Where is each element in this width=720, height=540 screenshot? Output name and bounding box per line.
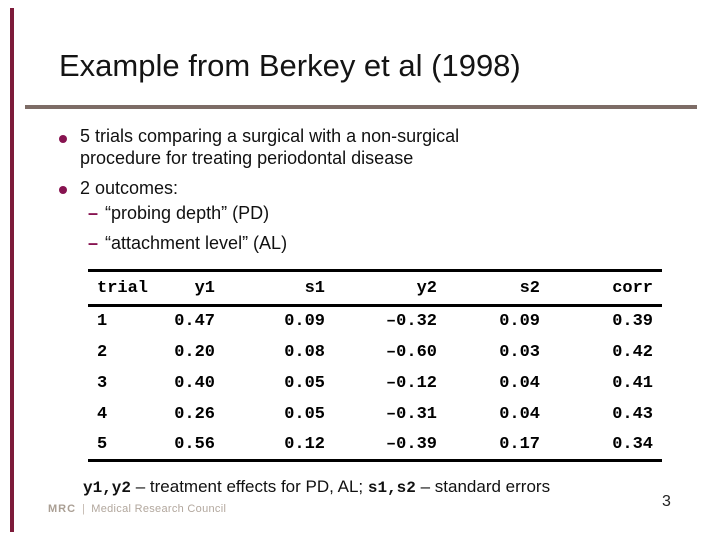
dash-icon: –	[88, 203, 99, 223]
table-cell: 0.09	[499, 312, 540, 332]
table-cell: 0.20	[174, 342, 215, 362]
page-title: Example from Berkey et al (1998)	[59, 48, 521, 83]
accent-bar	[10, 8, 14, 532]
title-rule	[25, 105, 697, 109]
table-cell: 0.39	[612, 312, 653, 332]
footnote: y1,y2 – treatment effects for PD, AL; s1…	[83, 477, 550, 497]
table-cell: 0.17	[499, 434, 540, 454]
table-row: 2 0.20 0.08 –0.60 0.03 0.42	[88, 337, 662, 368]
table-row: 5 0.56 0.12 –0.39 0.17 0.34	[88, 430, 662, 461]
table-cell: 4	[97, 404, 108, 424]
table-cell: 0.12	[284, 434, 325, 454]
bullet-line: procedure for treating periodontal disea…	[80, 148, 414, 168]
table-header-cell: s1	[215, 270, 325, 307]
table-cell: 0.04	[499, 373, 540, 393]
table-header-cell: trial	[88, 270, 168, 307]
page-number: 3	[662, 493, 671, 510]
table-cell: 0.40	[174, 373, 215, 393]
table-cell: 2	[97, 342, 108, 362]
table-header-cell: corr	[540, 270, 662, 307]
table-cell: –0.32	[385, 312, 437, 332]
table-cell: 0.43	[612, 404, 653, 424]
bullet-line: 2 outcomes:	[80, 178, 179, 198]
bullet-icon	[59, 186, 67, 194]
footnote-text: – treatment effects for PD, AL;	[131, 477, 368, 496]
bullet-item-trials: 5 trials comparing a surgical with a non…	[80, 125, 459, 169]
bullet-item-outcomes: 2 outcomes:	[80, 177, 178, 199]
mrc-logo-mark: MRC	[48, 503, 77, 515]
table-cell: 0.56	[174, 434, 215, 454]
dash-icon: –	[88, 233, 99, 253]
table-cell: –0.60	[385, 342, 437, 362]
table-cell: 0.05	[284, 404, 325, 424]
sub-bullet-probing-depth: – “probing depth” (PD)	[88, 203, 269, 224]
table-cell: 0.26	[174, 404, 215, 424]
table-cell: 0.04	[499, 404, 540, 424]
bullet-icon	[59, 135, 67, 143]
table-cell: 0.09	[284, 312, 325, 332]
footnote-symbol-s: s1,s2	[367, 479, 416, 497]
table-cell: 0.08	[284, 342, 325, 362]
table-cell: 0.34	[612, 434, 653, 454]
sub-bullet-label: “attachment level” (AL)	[105, 233, 288, 253]
table-row: 1 0.47 0.09 –0.32 0.09 0.39	[88, 306, 662, 337]
footnote-symbol-y: y1,y2	[83, 479, 132, 497]
table-row: 3 0.40 0.05 –0.12 0.04 0.41	[88, 368, 662, 399]
trial-data-table: trial y1 s1 y2 s2 corr 1 0.47 0.09 –0.32…	[88, 269, 662, 462]
sub-bullet-label: “probing depth” (PD)	[105, 203, 270, 223]
table-header-cell: y1	[168, 270, 215, 307]
mrc-logo-separator: |	[82, 503, 86, 515]
table-cell: 0.03	[499, 342, 540, 362]
bullet-line: 5 trials comparing a surgical with a non…	[80, 126, 460, 146]
table-header-cell: s2	[437, 270, 540, 307]
table-cell: 5	[97, 434, 108, 454]
table-cell: –0.12	[385, 373, 437, 393]
mrc-logo-text: Medical Research Council	[91, 503, 227, 515]
table-cell: 0.47	[174, 312, 215, 332]
table-header-row: trial y1 s1 y2 s2 corr	[88, 270, 662, 307]
footnote-text: – standard errors	[415, 477, 551, 496]
mrc-logo: MRC | Medical Research Council	[48, 503, 226, 515]
table-cell: –0.31	[385, 404, 437, 424]
table-cell: 0.42	[612, 342, 653, 362]
table-row: 4 0.26 0.05 –0.31 0.04 0.43	[88, 399, 662, 430]
table-cell: 3	[97, 373, 108, 393]
table-header-cell: y2	[325, 270, 437, 307]
table-cell: –0.39	[385, 434, 437, 454]
table-cell: 0.41	[612, 373, 653, 393]
sub-bullet-attachment-level: – “attachment level” (AL)	[88, 233, 287, 254]
table-cell: 1	[97, 312, 108, 332]
table-cell: 0.05	[284, 373, 325, 393]
